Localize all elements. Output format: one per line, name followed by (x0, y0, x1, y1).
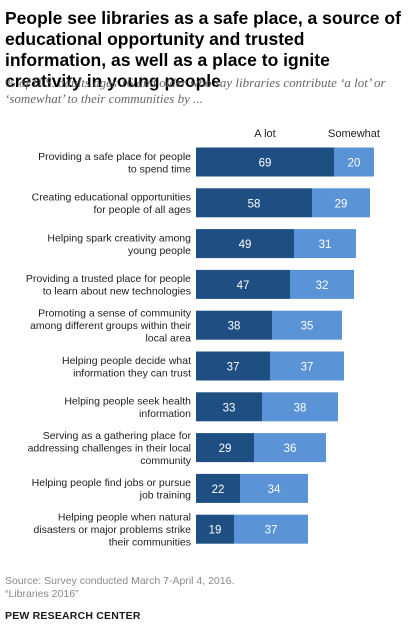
category-label: Serving as a gathering place for addressi… (28, 430, 192, 467)
data-label-somewhat: 37 (265, 525, 278, 537)
category-label-line: among different groups within their (30, 320, 191, 332)
data-label-a-lot: 38 (228, 321, 241, 333)
bar-somewhat (240, 473, 308, 503)
data-label-somewhat: 38 (294, 402, 307, 414)
category-label-line: to spend time (128, 163, 191, 175)
data-label-somewhat: 36 (284, 443, 297, 455)
data-label-somewhat: 34 (268, 484, 281, 496)
category-label: Helping people seek health information (64, 396, 191, 421)
data-label-somewhat: 31 (319, 239, 332, 251)
source-note: Source: Survey conducted March 7-April 4… (5, 575, 410, 601)
data-label-somewhat: 20 (348, 158, 361, 170)
category-label-line: Promoting a sense of community (38, 308, 192, 320)
category-label-line: community (140, 455, 192, 467)
bar-somewhat (234, 514, 308, 544)
category-label-line: information (139, 408, 191, 420)
category-label: Providing a trusted place for people to l… (26, 273, 191, 298)
bar-a-lot (196, 392, 262, 422)
data-label-a-lot: 19 (209, 525, 222, 537)
bar-somewhat (254, 433, 326, 463)
category-label: Providing a safe place for people to spen… (38, 151, 191, 176)
data-label-somewhat: 32 (316, 280, 329, 292)
data-label-a-lot: 29 (219, 443, 232, 455)
category-label-line: addressing challenges in their local (28, 443, 191, 455)
bar-a-lot (196, 229, 294, 259)
category-label-line: for people of all ages (94, 204, 191, 216)
bar-somewhat (272, 310, 342, 340)
chart-title: People see libraries as a safe place, a … (5, 8, 401, 91)
data-label-somewhat: 37 (301, 362, 314, 374)
data-label-somewhat: 29 (335, 198, 348, 210)
bar-a-lot (196, 433, 254, 463)
category-label: Creating educational opportunities for pe… (32, 192, 191, 217)
category-label-line: Helping people when natural (58, 512, 191, 524)
category-label-line: Creating educational opportunities (32, 192, 191, 204)
category-label-line: information they can trust (73, 367, 191, 379)
category-label-line: Helping people decide what (62, 355, 191, 367)
category-label-line: Serving as a gathering place for (43, 430, 192, 442)
bar-somewhat (270, 351, 344, 381)
legend-label-a-lot: A lot (254, 128, 275, 140)
report-line: “Libraries 2016” (5, 588, 79, 600)
data-label-a-lot: 49 (239, 239, 252, 251)
category-label-line: to learn about new technologies (43, 286, 191, 298)
bar-somewhat (262, 392, 338, 422)
category-label-line: job training (139, 490, 192, 502)
bar-a-lot (196, 147, 334, 177)
category-label-line: Providing a safe place for people (38, 151, 191, 163)
data-label-a-lot: 58 (248, 198, 261, 210)
chart-subtitle: % of U.S. adults ages 16 and older who s… (5, 75, 386, 106)
data-label-a-lot: 33 (223, 402, 236, 414)
bar-a-lot (196, 514, 234, 544)
legend-label-somewhat: Somewhat (328, 128, 380, 140)
bar-a-lot (196, 188, 312, 218)
category-label: Helping people when natural disasters or … (33, 512, 191, 549)
category-label: Helping people find jobs or pursue job tr… (32, 477, 192, 502)
category-label: Promoting a sense of community among diff… (30, 308, 192, 345)
data-label-a-lot: 47 (237, 280, 250, 292)
category-label-line: Helping spark creativity among (47, 232, 191, 244)
bar-somewhat (312, 188, 370, 218)
data-label-a-lot: 69 (259, 158, 272, 170)
category-label-line: Helping people seek health (64, 396, 191, 408)
source-line: Source: Survey conducted March 7-April 4… (5, 575, 235, 587)
category-label-line: Providing a trusted place for people (26, 273, 191, 285)
category-label-line: local area (145, 333, 191, 345)
bar-a-lot (196, 473, 240, 503)
category-label-line: Helping people find jobs or pursue (32, 477, 192, 489)
data-label-a-lot: 37 (227, 362, 240, 374)
data-label-somewhat: 35 (301, 321, 314, 333)
category-label-line: their communities (109, 537, 191, 549)
category-label: Helping spark creativity among young peop… (47, 232, 191, 257)
organization-name: PEW RESEARCH CENTER (5, 610, 141, 622)
bar-somewhat (290, 269, 354, 299)
bar-somewhat (294, 229, 356, 259)
category-label: Helping people decide what information th… (62, 355, 191, 380)
bar-a-lot (196, 269, 290, 299)
category-label-line: young people (128, 245, 191, 257)
bar-a-lot (196, 310, 272, 340)
bar-a-lot (196, 351, 270, 381)
data-label-a-lot: 22 (212, 484, 225, 496)
bar-somewhat (334, 147, 374, 177)
category-label-line: disasters or major problems strike (33, 524, 191, 536)
